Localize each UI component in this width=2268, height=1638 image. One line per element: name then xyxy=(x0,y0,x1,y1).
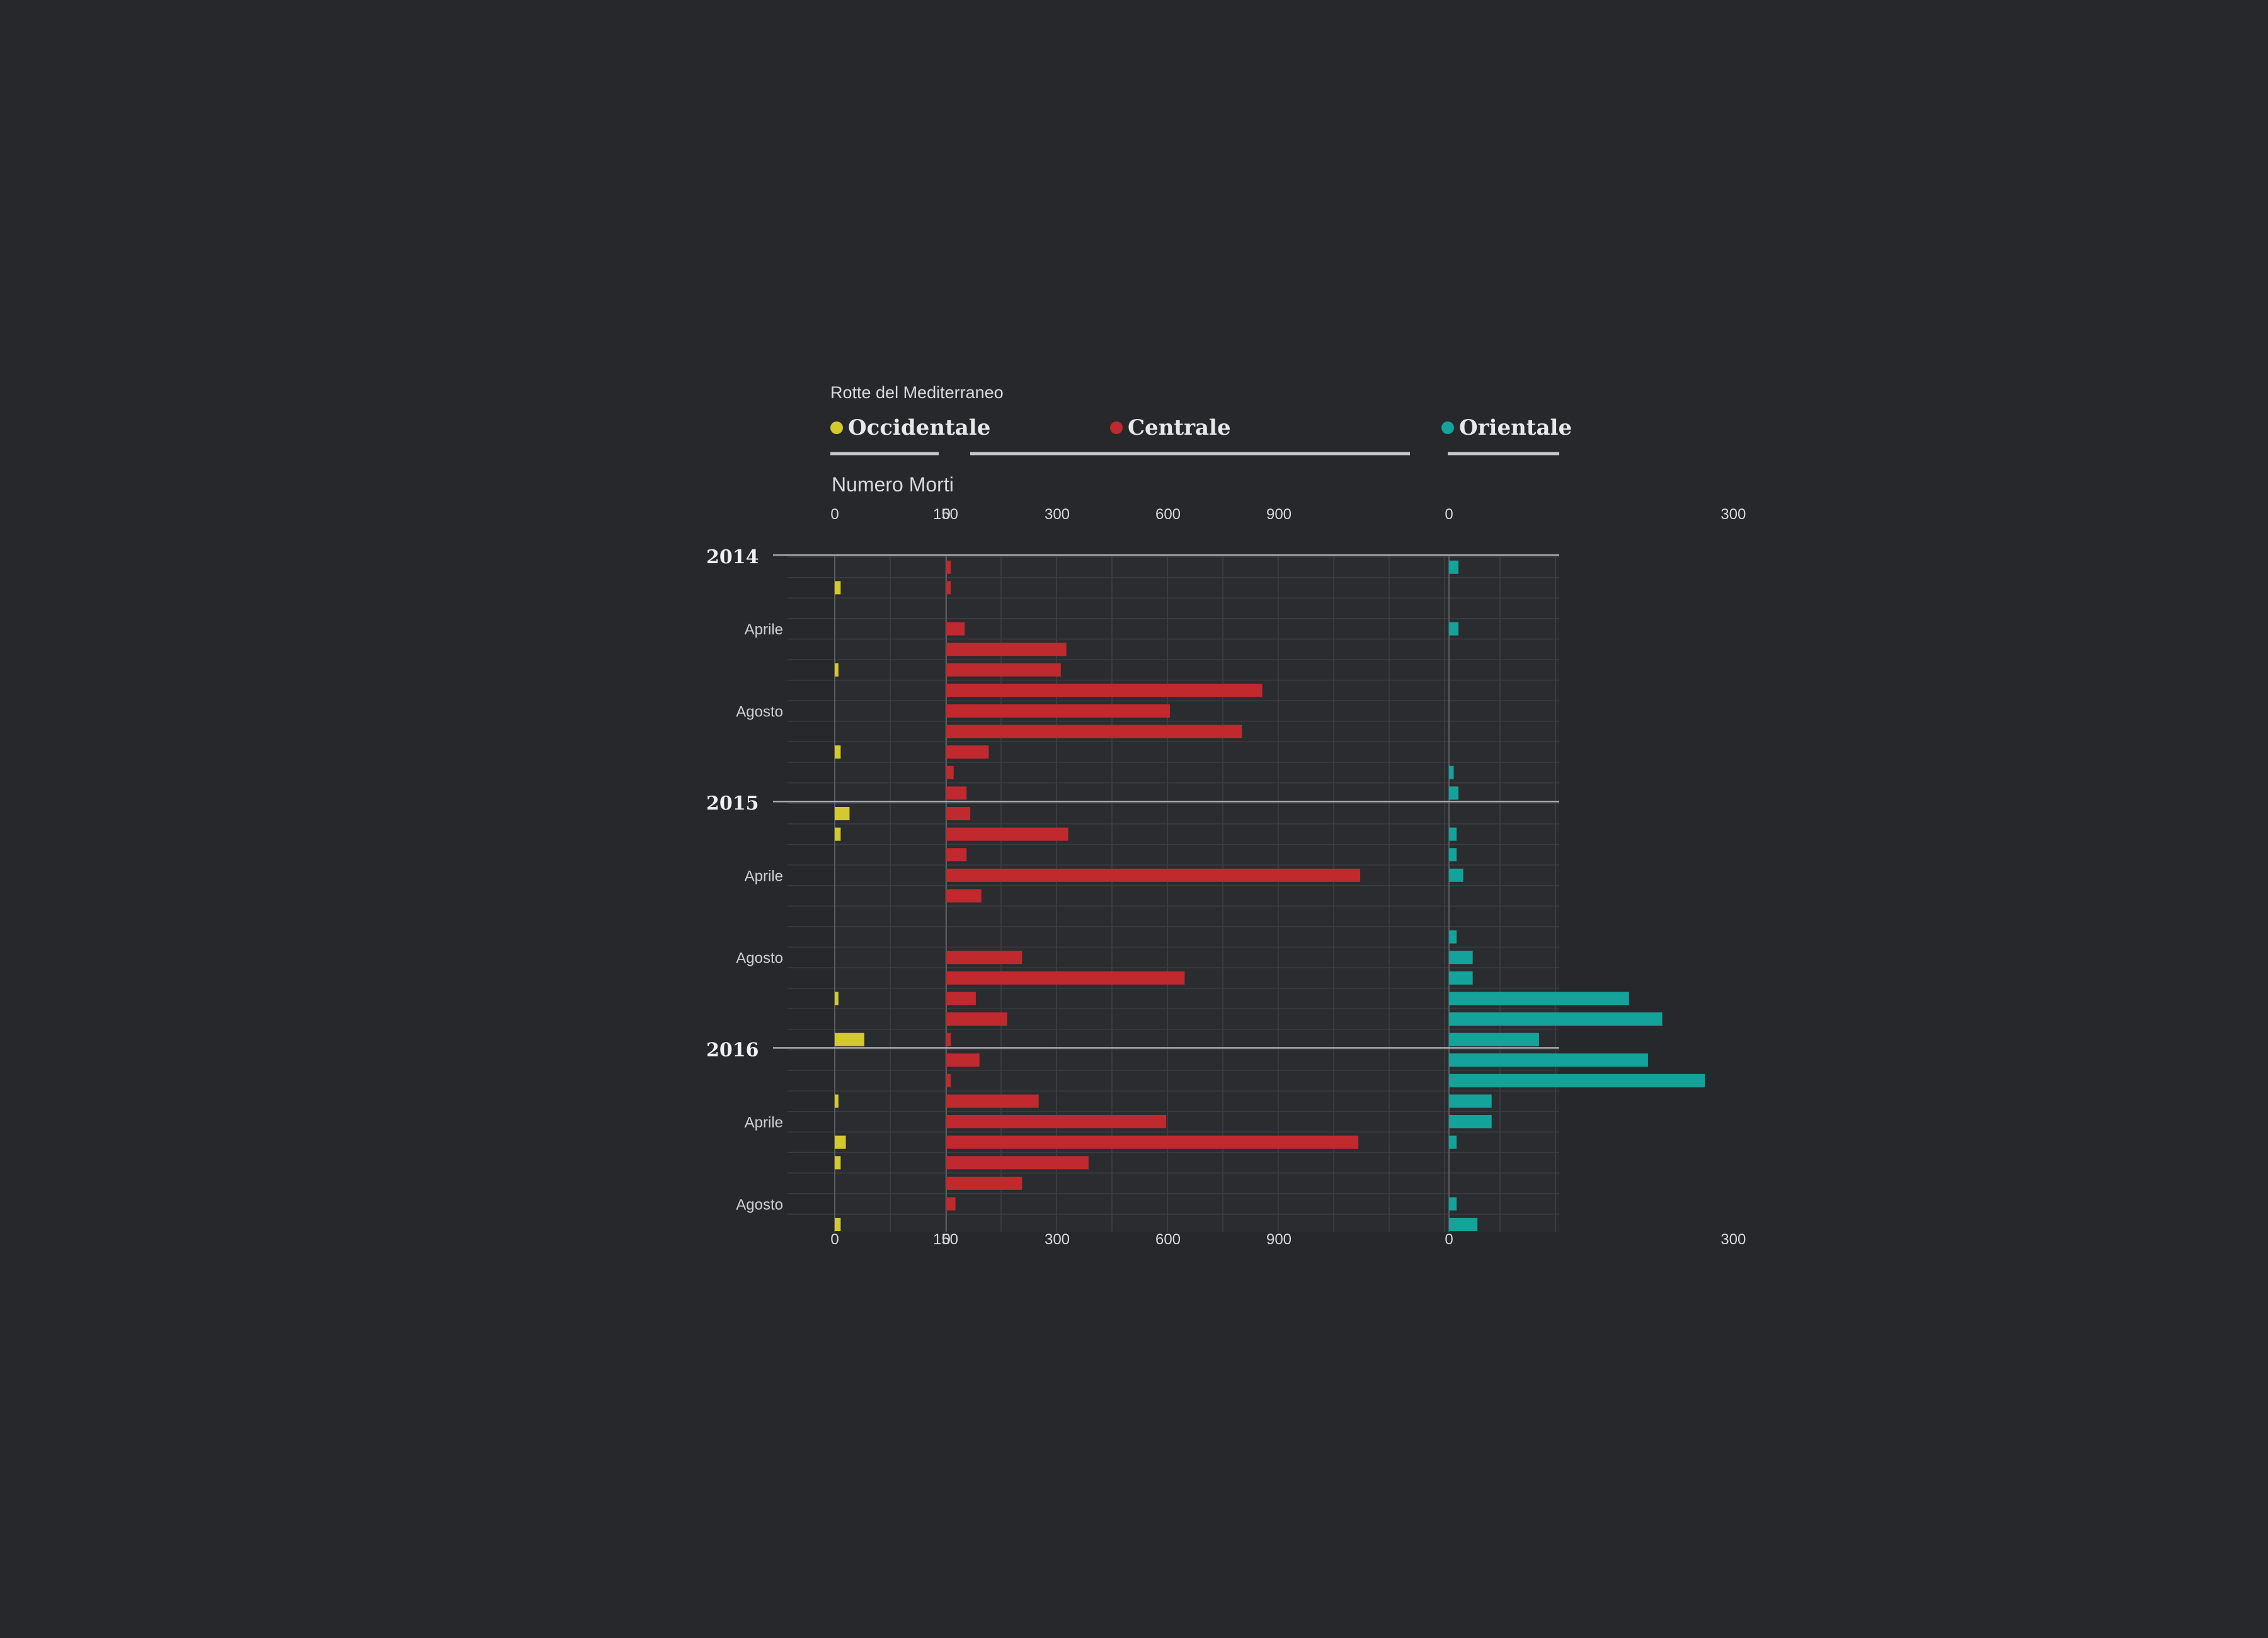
month-label: Aprile xyxy=(745,1114,783,1131)
year-label: 2014 xyxy=(706,546,759,568)
bar-centrale xyxy=(946,1094,1039,1108)
bar-occidentale xyxy=(835,1033,864,1046)
bar-centrale xyxy=(946,1033,951,1046)
bar-orientale xyxy=(1449,971,1473,985)
bar-centrale xyxy=(946,868,1361,882)
top-tick-label: 0 xyxy=(942,506,950,523)
top-tick-label: 300 xyxy=(1721,506,1746,523)
bar-orientale xyxy=(1449,1012,1663,1026)
bottom-tick-label: 0 xyxy=(830,1231,839,1248)
bar-orientale xyxy=(1449,1135,1457,1149)
bar-occidentale xyxy=(835,663,839,677)
bar-centrale xyxy=(946,724,1242,738)
bar-centrale xyxy=(946,1135,1359,1149)
bar-centrale xyxy=(946,1115,1167,1128)
bar-centrale xyxy=(946,1176,1022,1190)
axis-label: Numero Morti xyxy=(832,473,954,496)
bottom-tick-label: 150 xyxy=(933,1231,958,1248)
bar-orientale xyxy=(1449,1094,1492,1108)
bar-centrale xyxy=(946,1074,951,1087)
month-label: Agosto xyxy=(736,704,783,721)
bar-orientale xyxy=(1449,848,1457,862)
bottom-tick-label: 300 xyxy=(1721,1231,1746,1248)
bottom-tick-label: 300 xyxy=(1045,1231,1070,1248)
top-tick-label: 150 xyxy=(933,506,958,523)
bar-occidentale xyxy=(835,807,850,820)
bar-centrale xyxy=(946,827,1068,841)
bar-centrale xyxy=(946,1156,1089,1170)
bar-orientale xyxy=(1449,765,1454,779)
bar-centrale xyxy=(946,848,967,862)
month-label: Aprile xyxy=(745,868,783,885)
legend-swatch-occidentale xyxy=(830,421,843,434)
month-label: Agosto xyxy=(736,1196,783,1213)
bar-orientale xyxy=(1449,868,1463,882)
bar-orientale xyxy=(1449,1218,1478,1231)
bar-centrale xyxy=(946,1053,980,1067)
bar-occidentale xyxy=(835,1218,841,1231)
bar-orientale xyxy=(1449,1115,1492,1128)
bar-occidentale xyxy=(835,827,841,841)
bar-orientale xyxy=(1449,827,1457,841)
bar-centrale xyxy=(946,663,1061,677)
legend-swatch-orientale xyxy=(1441,421,1454,434)
bar-centrale xyxy=(946,560,951,574)
bar-centrale xyxy=(946,643,1067,656)
year-label: 2015 xyxy=(706,793,759,815)
top-tick-label: 900 xyxy=(1266,506,1292,523)
bar-centrale xyxy=(946,581,951,595)
year-label: 2016 xyxy=(706,1039,759,1061)
bar-centrale xyxy=(946,971,1185,985)
top-tick-label: 300 xyxy=(1045,506,1070,523)
legend-swatch-centrale xyxy=(1110,421,1123,434)
bottom-tick-label: 900 xyxy=(1266,1231,1292,1248)
bar-orientale xyxy=(1449,1053,1648,1067)
top-tick-label: 0 xyxy=(1445,506,1453,523)
bar-orientale xyxy=(1449,930,1457,944)
bar-occidentale xyxy=(835,1094,839,1108)
bar-centrale xyxy=(946,786,967,800)
bar-centrale xyxy=(946,992,976,1005)
bottom-tick-label: 0 xyxy=(942,1231,950,1248)
bar-orientale xyxy=(1449,786,1459,800)
bar-orientale xyxy=(1449,560,1459,574)
bar-centrale xyxy=(946,745,989,759)
bar-orientale xyxy=(1449,1197,1457,1211)
bar-centrale xyxy=(946,704,1170,718)
bar-centrale xyxy=(946,889,982,903)
chart-title: Rotte del Mediterraneo xyxy=(830,383,1004,402)
top-tick-label: 0 xyxy=(830,506,839,523)
legend-label-orientale: Orientale xyxy=(1459,415,1572,440)
top-tick-label: 600 xyxy=(1155,506,1181,523)
bar-centrale xyxy=(946,622,965,636)
legend-label-centrale: Centrale xyxy=(1128,415,1231,440)
plot-area-background xyxy=(835,556,1559,1232)
bar-orientale xyxy=(1449,1074,1705,1087)
bar-occidentale xyxy=(835,1135,846,1149)
bar-occidentale xyxy=(835,581,841,595)
bar-orientale xyxy=(1449,951,1473,965)
bar-occidentale xyxy=(835,1156,841,1170)
bar-orientale xyxy=(1449,1033,1539,1046)
bar-occidentale xyxy=(835,745,841,759)
bar-centrale xyxy=(946,684,1263,697)
bar-orientale xyxy=(1449,622,1459,636)
bar-centrale xyxy=(946,807,971,820)
bar-centrale xyxy=(946,1197,956,1211)
bar-centrale xyxy=(946,765,954,779)
bottom-tick-label: 600 xyxy=(1155,1231,1181,1248)
bar-centrale xyxy=(946,1012,1007,1026)
bar-centrale xyxy=(946,951,1022,965)
bottom-tick-label: 0 xyxy=(1445,1231,1453,1248)
month-label: Agosto xyxy=(736,950,783,967)
bar-orientale xyxy=(1449,992,1629,1005)
legend-label-occidentale: Occidentale xyxy=(848,415,990,440)
month-label: Aprile xyxy=(745,621,783,638)
bar-occidentale xyxy=(835,992,839,1005)
